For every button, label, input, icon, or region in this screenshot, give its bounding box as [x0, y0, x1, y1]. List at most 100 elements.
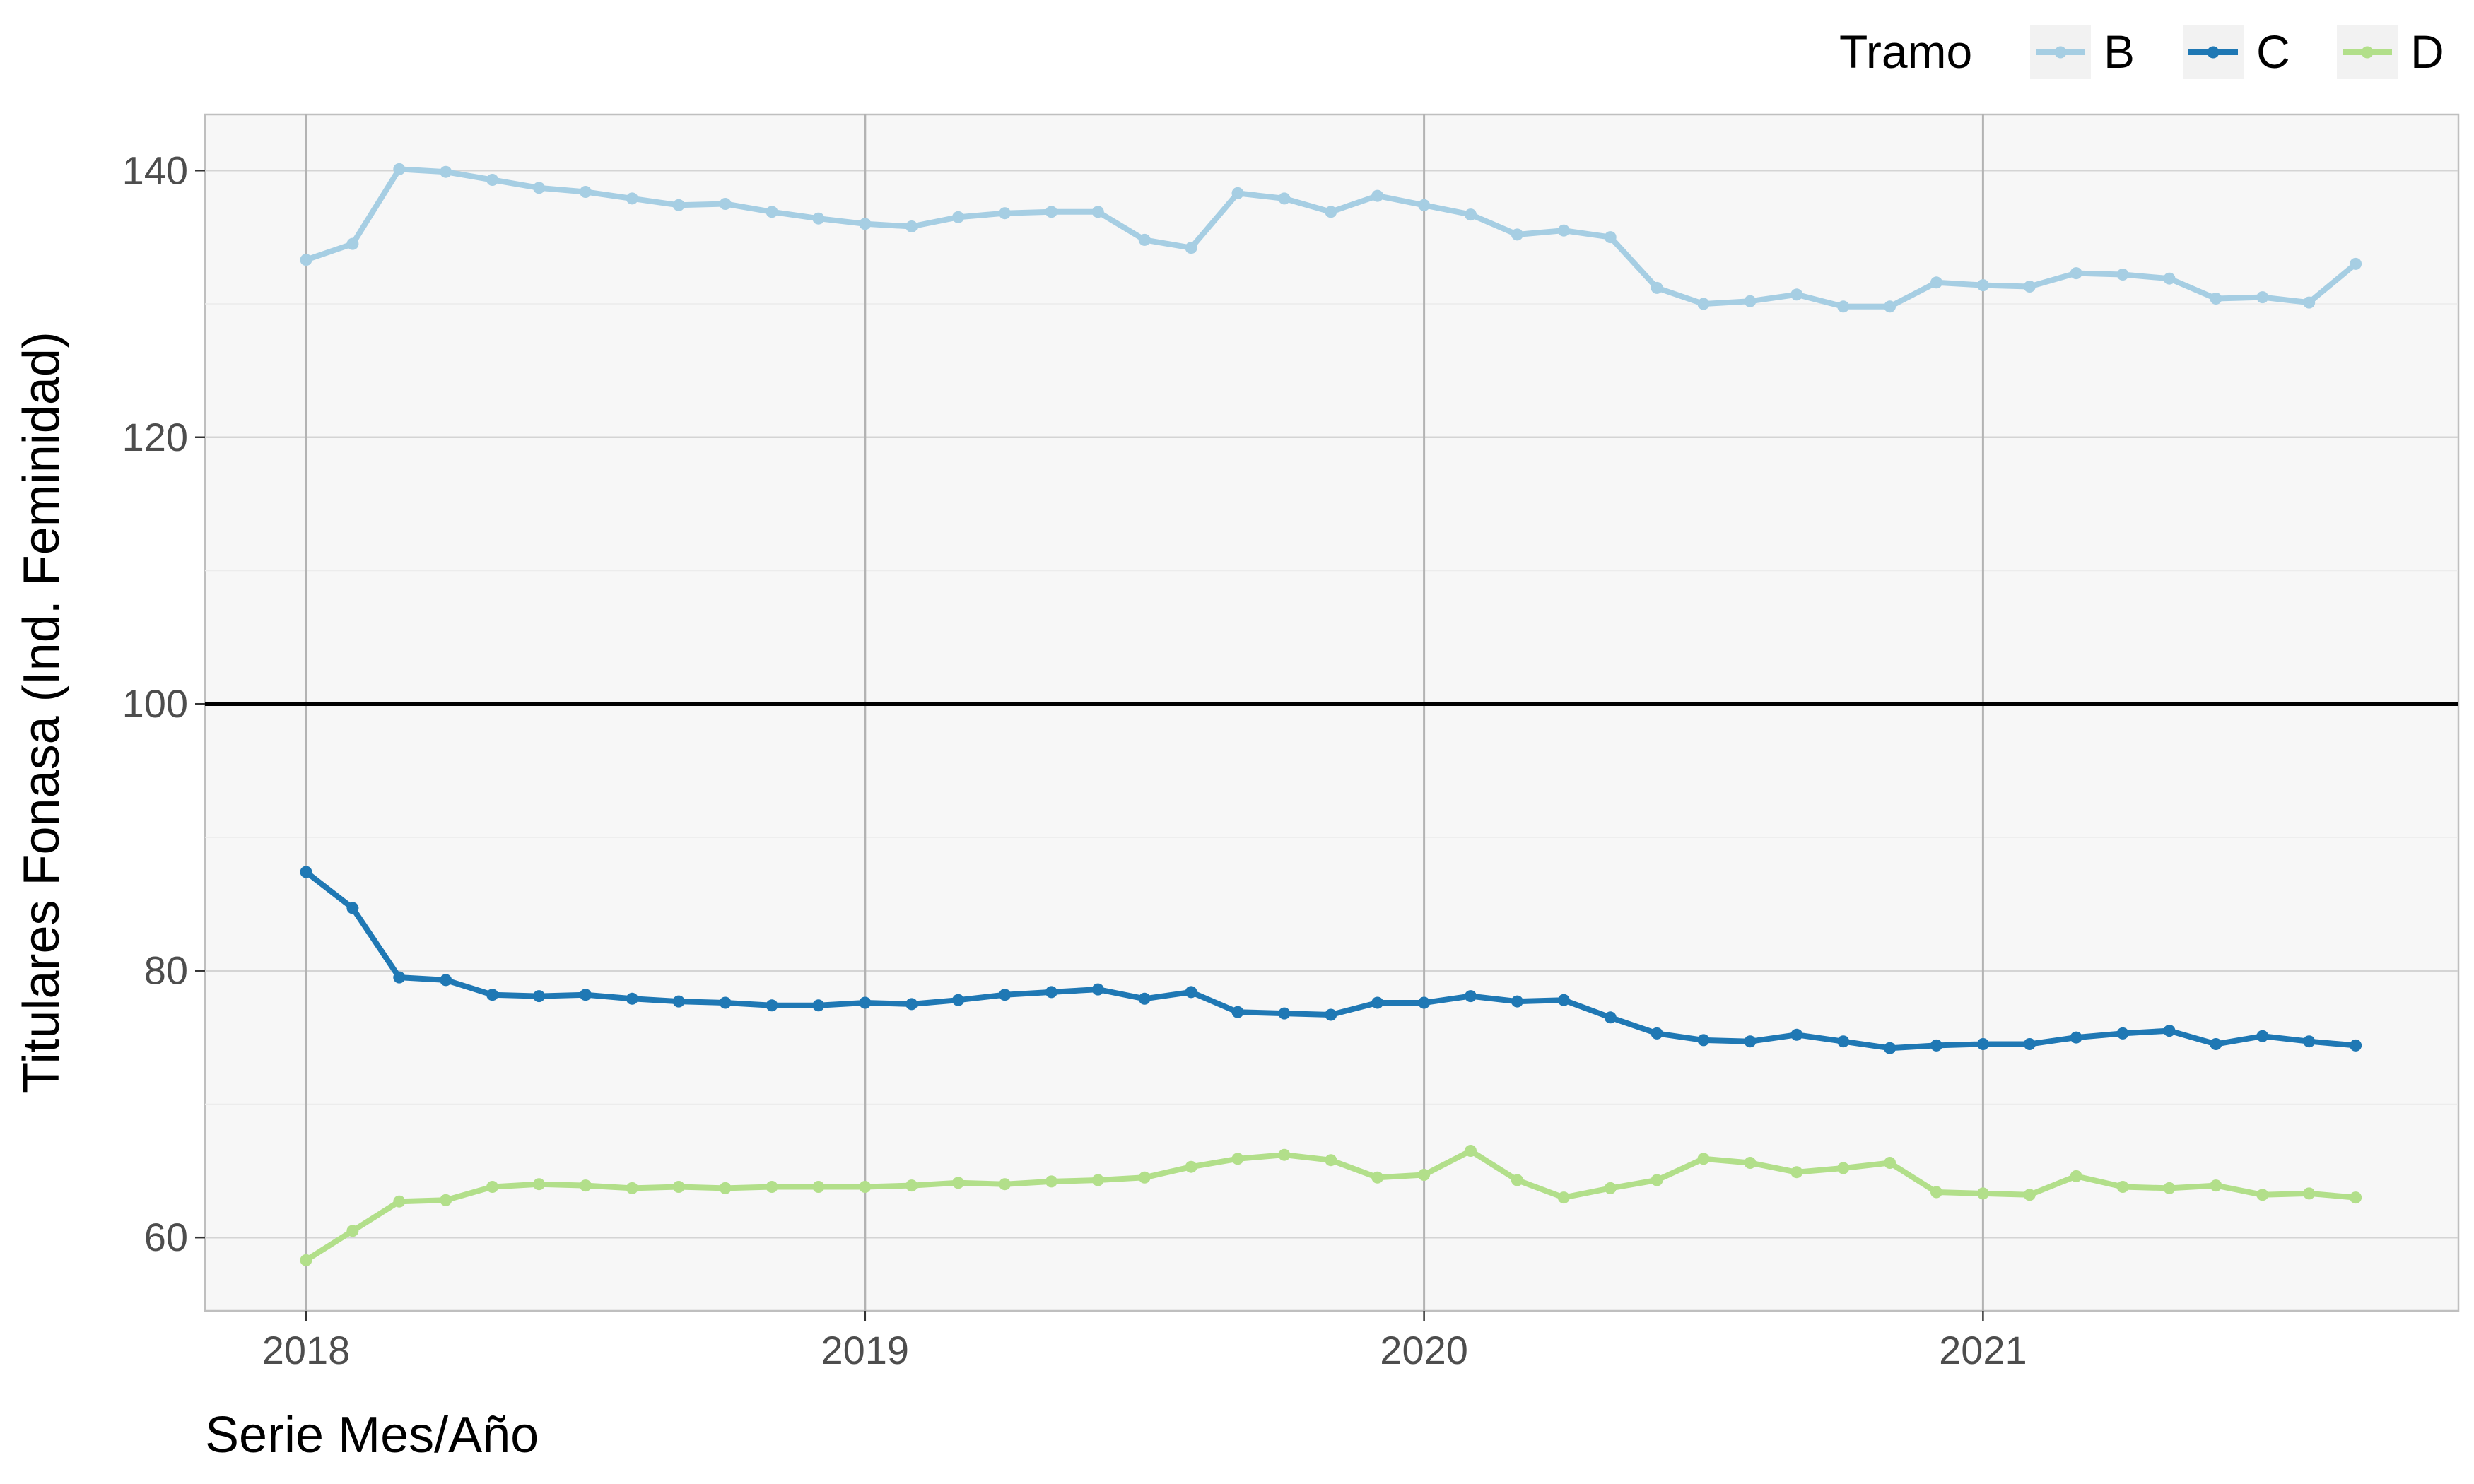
- data-point-C: [1837, 1035, 1850, 1048]
- data-point-B: [1884, 300, 1896, 313]
- legend-label-D: D: [2410, 25, 2444, 78]
- data-point-D: [1651, 1174, 1663, 1186]
- data-point-D: [579, 1179, 592, 1192]
- data-point-B: [952, 211, 965, 223]
- data-point-D: [2210, 1179, 2222, 1192]
- data-point-B: [579, 186, 592, 198]
- data-point-C: [1930, 1039, 1942, 1052]
- data-point-B: [393, 163, 406, 175]
- data-point-C: [533, 990, 545, 1003]
- data-point-D: [1511, 1174, 1523, 1186]
- data-point-D: [1930, 1186, 1942, 1199]
- legend-item-D: D: [2337, 25, 2444, 79]
- data-point-C: [1325, 1008, 1337, 1021]
- data-point-D: [2350, 1191, 2362, 1204]
- data-point-C: [2163, 1025, 2176, 1037]
- series-C: [300, 866, 2362, 1054]
- data-point-B: [2163, 272, 2176, 285]
- data-point-B: [1604, 231, 1617, 244]
- data-point-C: [579, 989, 592, 1001]
- x-tick-label: 2021: [1939, 1328, 2027, 1372]
- data-point-B: [2303, 296, 2316, 309]
- data-point-C: [300, 866, 312, 878]
- data-point-B: [1091, 206, 1104, 218]
- data-point-B: [1278, 192, 1291, 205]
- data-point-B: [2256, 291, 2269, 304]
- data-point-D: [300, 1254, 312, 1266]
- data-point-D: [1418, 1169, 1431, 1181]
- data-point-C: [1604, 1011, 1617, 1024]
- data-point-B: [626, 192, 638, 205]
- legend-item-B: B: [2030, 25, 2135, 79]
- data-point-B: [2210, 293, 2222, 305]
- panel-background: [204, 113, 2460, 1312]
- legend-items: B C D: [2030, 25, 2444, 79]
- data-point-D: [1091, 1174, 1104, 1186]
- data-point-B: [2023, 281, 2036, 293]
- data-point-B: [1790, 288, 1803, 301]
- data-point-D: [1138, 1171, 1151, 1184]
- data-point-B: [999, 207, 1011, 220]
- data-point-B: [672, 199, 685, 211]
- data-point-D: [2163, 1182, 2176, 1194]
- data-point-B: [1231, 187, 1244, 199]
- data-point-B: [1557, 224, 1570, 237]
- data-point-C: [1418, 996, 1431, 1009]
- data-point-C: [346, 902, 359, 914]
- data-point-D: [346, 1225, 359, 1237]
- data-point-C: [1744, 1035, 1757, 1048]
- data-point-D: [1045, 1175, 1057, 1188]
- data-point-C: [719, 996, 732, 1009]
- data-point-D: [859, 1181, 872, 1193]
- x-tick-label: 2019: [821, 1328, 910, 1372]
- data-point-C: [486, 989, 499, 1001]
- data-point-C: [1278, 1007, 1291, 1020]
- data-point-C: [766, 999, 778, 1012]
- data-point-D: [1325, 1154, 1337, 1167]
- data-point-D: [812, 1181, 825, 1193]
- data-point-C: [1697, 1034, 1710, 1047]
- data-point-B: [1371, 189, 1384, 202]
- data-point-B: [486, 174, 499, 186]
- data-point-D: [719, 1182, 732, 1194]
- data-point-C: [2350, 1039, 2362, 1052]
- data-point-C: [440, 974, 452, 987]
- data-point-B: [905, 220, 918, 232]
- data-point-D: [1185, 1160, 1197, 1173]
- data-point-B: [719, 198, 732, 210]
- data-point-D: [1557, 1191, 1570, 1204]
- data-point-D: [1837, 1162, 1850, 1174]
- data-point-B: [1045, 206, 1057, 218]
- data-point-D: [626, 1182, 638, 1194]
- data-point-D: [533, 1178, 545, 1191]
- data-point-C: [2023, 1038, 2036, 1050]
- legend-key-point-C: [2207, 46, 2220, 59]
- data-point-D: [1790, 1166, 1803, 1179]
- data-point-C: [393, 971, 406, 984]
- data-point-C: [1185, 986, 1197, 999]
- data-point-D: [1278, 1148, 1291, 1161]
- data-point-B: [1930, 276, 1942, 289]
- data-point-C: [952, 994, 965, 1006]
- legend-label-B: B: [2104, 25, 2135, 78]
- data-point-D: [1744, 1157, 1757, 1169]
- data-point-C: [1138, 992, 1151, 1005]
- series-D: [300, 1145, 2362, 1266]
- data-point-B: [346, 237, 359, 250]
- data-point-C: [1884, 1042, 1896, 1054]
- data-point-D: [2116, 1181, 2129, 1193]
- data-point-C: [1465, 990, 1477, 1003]
- data-point-D: [440, 1194, 452, 1206]
- data-point-D: [672, 1181, 685, 1193]
- data-point-C: [812, 999, 825, 1012]
- data-point-C: [1557, 994, 1570, 1006]
- y-tick-label: 120: [122, 415, 188, 459]
- data-point-B: [2116, 269, 2129, 281]
- data-point-B: [1511, 228, 1523, 241]
- data-point-C: [1790, 1028, 1803, 1041]
- data-point-D: [766, 1181, 778, 1193]
- data-point-C: [859, 996, 872, 1009]
- y-tick-label: 140: [122, 148, 188, 192]
- data-point-B: [1138, 233, 1151, 246]
